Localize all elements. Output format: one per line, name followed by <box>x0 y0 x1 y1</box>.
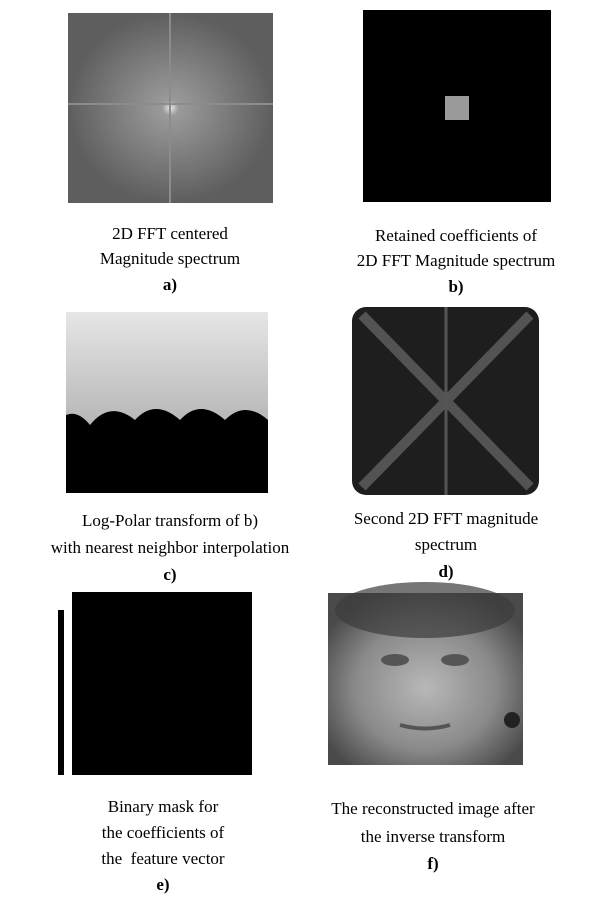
caption-line: the inverse transform <box>361 827 505 846</box>
panel-f-image <box>328 582 523 765</box>
figure: 2D FFT centered Magnitude spectrum a) Re… <box>0 0 599 898</box>
panel-a-image <box>68 13 273 203</box>
caption-line: Retained coefficients of <box>375 226 537 245</box>
caption-line: Magnitude spectrum <box>100 249 240 268</box>
panel-b-image <box>363 10 551 202</box>
panel-label: b) <box>448 277 463 296</box>
caption-line: Second 2D FFT magnitude <box>354 509 538 528</box>
panel-c-image <box>66 312 268 493</box>
panel-d-image <box>352 307 539 495</box>
caption-line: Binary mask for <box>108 797 219 816</box>
panel-label: e) <box>156 875 169 894</box>
caption-line: 2D FFT centered <box>112 224 228 243</box>
panel-label: d) <box>438 562 453 581</box>
caption-line: Log-Polar transform of b) <box>82 511 258 530</box>
panel-label: c) <box>163 565 176 584</box>
caption-line: 2D FFT Magnitude spectrum <box>357 251 555 270</box>
panel-label: a) <box>163 275 177 294</box>
caption-line: the coefficients of <box>102 823 225 842</box>
caption-line: with nearest neighbor interpolation <box>51 538 290 557</box>
panel-label: f) <box>427 854 438 873</box>
caption-line: spectrum <box>415 535 477 554</box>
caption-line: the feature vector <box>101 849 225 868</box>
caption-line: The reconstructed image after <box>331 799 535 818</box>
panel-e-image <box>58 592 252 775</box>
